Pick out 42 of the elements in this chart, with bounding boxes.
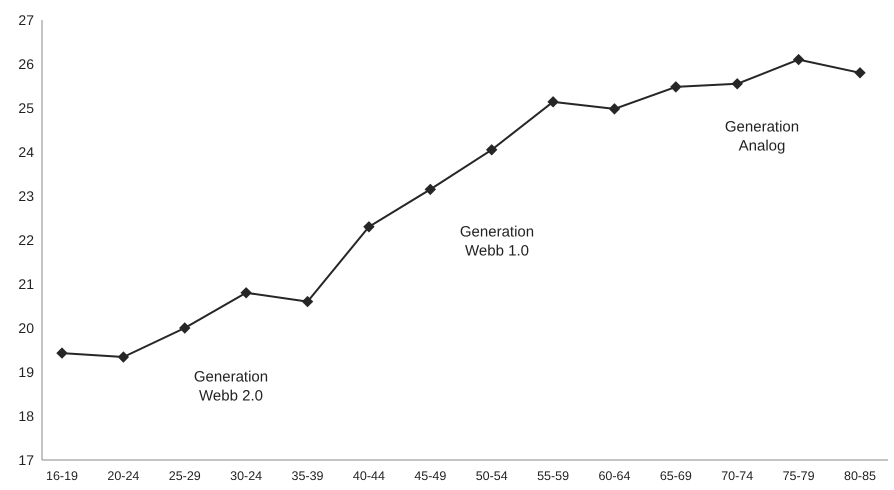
x-tick-label: 65-69 — [660, 469, 692, 483]
y-tick-label: 27 — [18, 12, 34, 28]
point — [302, 296, 314, 308]
x-tick-label: 45-49 — [414, 469, 446, 483]
y-tick-label: 26 — [18, 56, 34, 72]
x-tick-label: 30-24 — [230, 469, 262, 483]
point — [363, 221, 374, 232]
y-tick-label: 21 — [18, 276, 34, 292]
annotation: Generation Analog — [724, 118, 800, 154]
y-tick-label: 25 — [18, 100, 34, 116]
annotation: Generation Webb 1.0 — [460, 223, 534, 260]
point — [118, 352, 129, 363]
x-tick-label: 25-29 — [168, 469, 201, 483]
x-tick-label: 35-39 — [292, 469, 324, 483]
point — [179, 322, 190, 334]
x-tick-label: 75-79 — [782, 469, 815, 483]
point — [56, 348, 68, 359]
x-tick-label: 16-19 — [46, 469, 78, 483]
y-tick-label: 23 — [18, 188, 34, 204]
x-tick-label: 80-85 — [844, 469, 876, 483]
x-tick-label: 50-54 — [476, 469, 508, 483]
y-tick-label: 17 — [18, 452, 34, 468]
x-tick-label: 70-74 — [721, 469, 754, 483]
annotation: Generation Webb 2.0 — [194, 368, 268, 404]
point — [548, 96, 559, 108]
y-tick-label: 24 — [18, 144, 34, 160]
point — [670, 81, 682, 92]
point — [608, 103, 620, 114]
x-tick-label: 40-44 — [352, 469, 385, 483]
y-tick-label: 20 — [18, 320, 34, 336]
point — [424, 184, 436, 195]
point — [486, 144, 498, 156]
point — [793, 54, 804, 66]
y-tick-label: 22 — [18, 232, 34, 248]
y-tick-label: 18 — [18, 408, 34, 424]
x-tick-label: 60-64 — [598, 469, 630, 483]
point — [240, 287, 252, 298]
x-tick-label: 20-24 — [107, 469, 140, 483]
point — [854, 67, 866, 78]
x-tick-label: 55-59 — [537, 469, 570, 483]
y-tick-label: 19 — [18, 364, 34, 380]
point — [732, 78, 743, 90]
